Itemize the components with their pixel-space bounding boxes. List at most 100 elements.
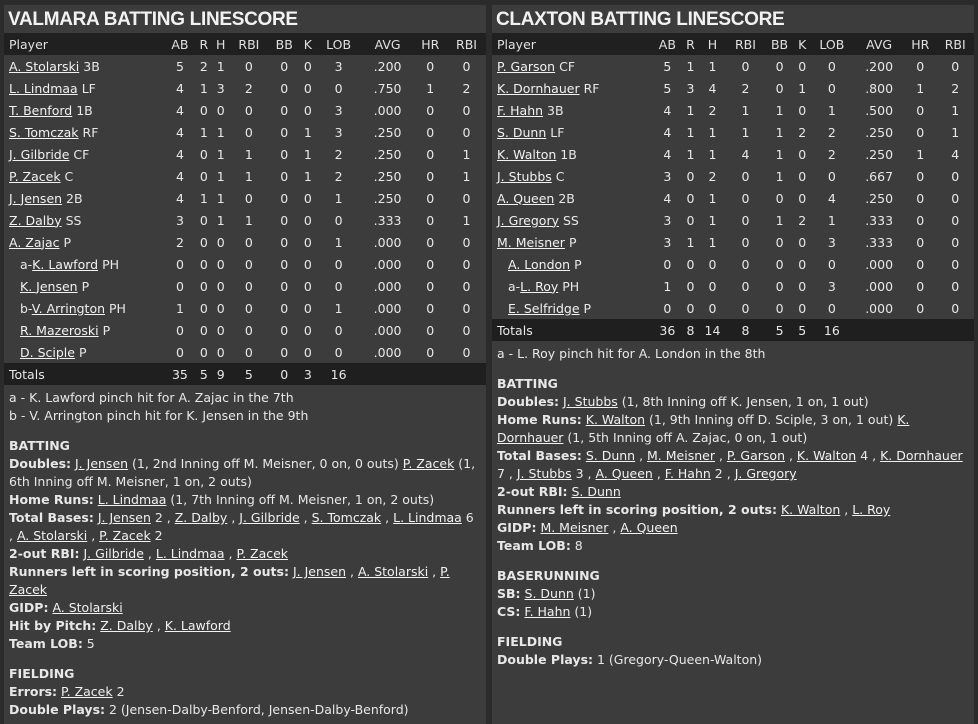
player-link[interactable]: K. Dornhauer: [497, 80, 580, 96]
player-link[interactable]: A. London: [508, 256, 571, 272]
stat-cell: 0: [175, 344, 184, 360]
stat-line-text: 2: [112, 684, 125, 699]
player-link[interactable]: J. Jensen: [9, 190, 63, 206]
player-link[interactable]: T. Benford: [9, 102, 73, 118]
player-link[interactable]: M. Meisner: [647, 448, 715, 463]
player-link[interactable]: K. Dornhauer: [497, 412, 910, 445]
column-header: LOB: [809, 33, 855, 55]
stat-line-label: 2-out RBI:: [9, 546, 80, 561]
player-position: P: [574, 256, 582, 272]
player-link[interactable]: K. Walton: [780, 502, 841, 517]
stat-cell: 1: [686, 124, 695, 140]
player-link[interactable]: A. Stolarski: [357, 564, 429, 579]
player-link[interactable]: Z. Dalby: [100, 618, 153, 633]
stat-cell: .800: [865, 80, 894, 96]
player-link[interactable]: A. Queen: [497, 190, 555, 206]
player-link[interactable]: A. Stolarski: [52, 600, 123, 615]
totals-cell: 9: [211, 363, 230, 385]
player-link[interactable]: J. Gilbride: [9, 146, 70, 162]
player-link[interactable]: J. Stubbs: [497, 168, 552, 184]
player-link[interactable]: J. Gregory: [734, 466, 797, 481]
player-link[interactable]: L. Lindmaa: [393, 510, 462, 525]
player-link[interactable]: S. Dunn: [585, 448, 636, 463]
stat-cell: .250: [865, 146, 894, 162]
player-link[interactable]: P. Zacek: [236, 546, 289, 561]
player-link[interactable]: L. Lindmaa: [9, 80, 78, 96]
player-link[interactable]: J. Jensen: [75, 456, 129, 471]
stat-line-text: ,: [785, 448, 797, 463]
player-link[interactable]: L. Lindmaa: [155, 546, 225, 561]
stat-line-label: Double Plays:: [9, 702, 106, 717]
table-row: K. Walton 1B 4 1 1 4 1 0 2.250 1 4: [492, 143, 974, 165]
stat-cell: 0: [708, 300, 717, 316]
player-link[interactable]: S. Dunn: [571, 484, 621, 499]
player-link[interactable]: P. Zacek: [9, 564, 450, 597]
player-link[interactable]: K. Walton: [585, 412, 646, 427]
stat-cell: 1: [216, 58, 225, 74]
player-link[interactable]: L. Lindmaa: [97, 492, 167, 507]
stat-cell: 0: [216, 256, 225, 272]
player-link[interactable]: P. Zacek: [61, 684, 113, 699]
stat-cell: 0: [741, 190, 750, 206]
stat-cell: 0: [462, 344, 471, 360]
player-link[interactable]: A. Queen: [620, 520, 678, 535]
player-link[interactable]: J. Jensen: [97, 510, 151, 525]
stat-cell: 0: [280, 58, 289, 74]
player-link[interactable]: K. Dornhauer: [880, 448, 963, 463]
stat-line-text: (1, 8th Inning off K. Jensen, 1 on, 1 ou…: [617, 394, 869, 409]
player-link[interactable]: M. Meisner: [540, 520, 609, 535]
player-link[interactable]: J. Gilbride: [239, 510, 300, 525]
player-link[interactable]: V. Arrington: [31, 300, 106, 316]
player-link[interactable]: K. Walton: [497, 146, 557, 162]
player-link[interactable]: P. Garson: [497, 58, 556, 74]
stat-cell: 0: [426, 102, 435, 118]
player-cell: F. Hahn 3B: [492, 99, 652, 121]
player-link[interactable]: L. Roy: [852, 502, 891, 517]
player-link[interactable]: Z. Dalby: [174, 510, 228, 525]
player-link[interactable]: S. Dunn: [497, 124, 547, 140]
player-link[interactable]: P. Zacek: [99, 528, 151, 543]
table-row: F. Hahn 3B 4 1 2 1 1 0 1.500 0 1: [492, 99, 974, 121]
player-link[interactable]: K. Jensen: [20, 278, 78, 294]
stat-line-text: (1, 6th Inning off M. Meisner, 1 on, 2 o…: [9, 456, 476, 489]
player-link[interactable]: K. Lawford: [164, 618, 231, 633]
player-link[interactable]: S. Tomczak: [311, 510, 382, 525]
player-position: 3B: [83, 58, 100, 74]
player-link[interactable]: A. Stolarski: [9, 58, 80, 74]
player-link[interactable]: F. Hahn: [497, 102, 544, 118]
player-link[interactable]: K. Walton: [796, 448, 857, 463]
stat-cell: .667: [865, 168, 894, 184]
player-link[interactable]: R. Mazeroski: [20, 322, 99, 338]
player-link[interactable]: J. Jensen: [292, 564, 347, 579]
player-link[interactable]: A. Queen: [595, 466, 653, 481]
player-link[interactable]: S. Dunn: [524, 586, 574, 601]
stat-cell: 0: [303, 190, 312, 206]
stat-cell: .333: [865, 212, 894, 228]
player-link[interactable]: J. Gilbride: [83, 546, 144, 561]
column-header: HR: [904, 33, 937, 55]
player-link[interactable]: P. Zacek: [402, 456, 455, 471]
player-link[interactable]: M. Meisner: [497, 234, 565, 250]
player-link[interactable]: P. Zacek: [9, 168, 61, 184]
stat-cell: 1: [686, 234, 695, 250]
player-cell: a-K. Lawford PH: [4, 253, 164, 275]
player-link[interactable]: S. Tomczak: [9, 124, 79, 140]
player-link[interactable]: J. Stubbs: [563, 394, 618, 409]
player-link[interactable]: J. Gregory: [497, 212, 559, 228]
player-link[interactable]: K. Lawford: [32, 256, 99, 272]
stat-cell: 0: [426, 234, 435, 250]
player-link[interactable]: F. Hahn: [524, 604, 571, 619]
stat-line-text: ,: [346, 564, 358, 579]
player-link[interactable]: J. Stubbs: [516, 466, 572, 481]
player-link[interactable]: L. Roy: [520, 278, 559, 294]
player-link[interactable]: E. Selfridge: [508, 300, 580, 316]
player-link[interactable]: P. Garson: [726, 448, 785, 463]
stat-cell: 0: [686, 190, 695, 206]
player-link[interactable]: Z. Dalby: [9, 212, 62, 228]
player-link[interactable]: A. Zajac: [9, 234, 60, 250]
stat-cell: 1: [216, 190, 225, 206]
player-link[interactable]: D. Sciple: [20, 344, 75, 360]
stat-cell: 1: [798, 80, 807, 96]
player-link[interactable]: F. Hahn: [664, 466, 711, 481]
player-link[interactable]: A. Stolarski: [16, 528, 88, 543]
